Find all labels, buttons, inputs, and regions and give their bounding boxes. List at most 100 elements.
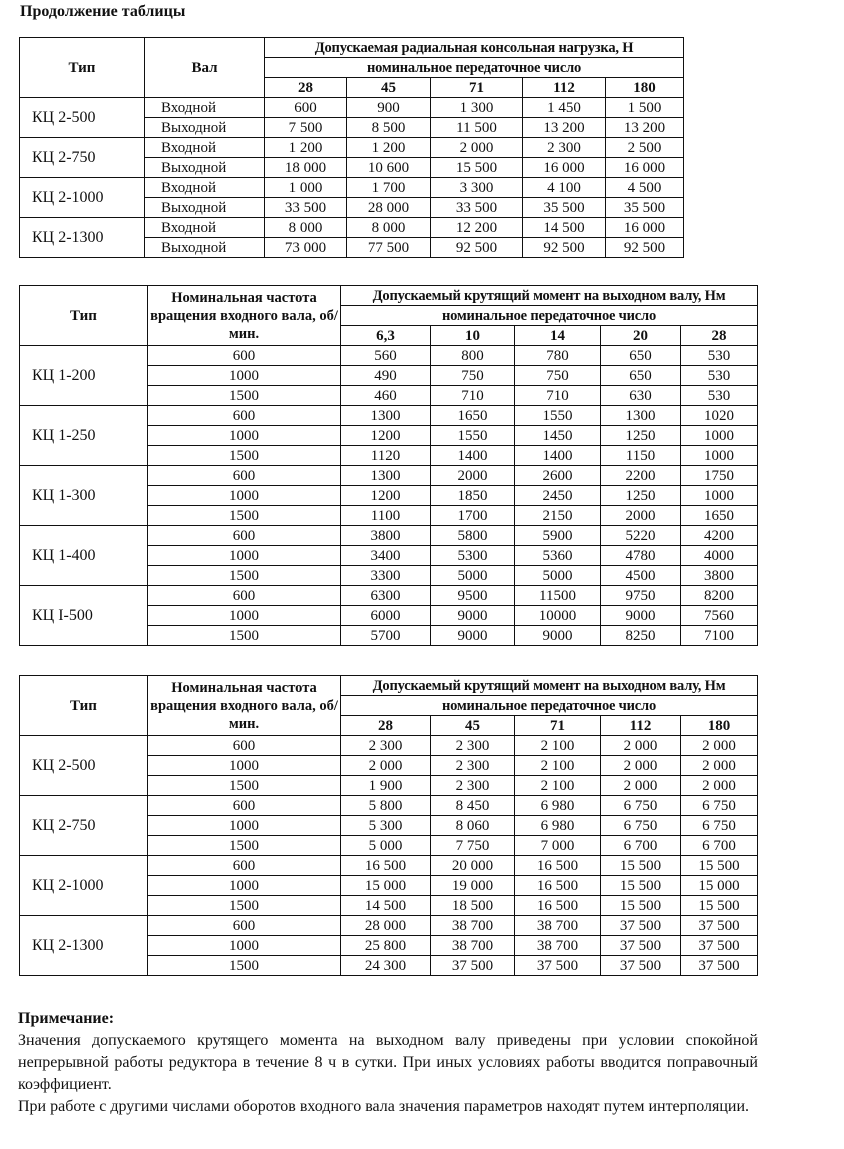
- ratio-header: 28: [264, 77, 347, 98]
- value-cell: 33 500: [430, 197, 523, 218]
- speed-cell: 1500: [147, 385, 341, 406]
- ratio-header: 112: [600, 715, 681, 736]
- value-cell: 650: [600, 365, 681, 386]
- value-cell: 1300: [340, 465, 431, 486]
- value-cell: 1250: [600, 425, 681, 446]
- value-cell: 16 500: [514, 855, 601, 876]
- speed-cell: 1000: [147, 365, 341, 386]
- speed-cell: 1000: [147, 875, 341, 896]
- speed-cell: 1500: [147, 565, 341, 586]
- value-cell: 3800: [340, 525, 431, 546]
- table-row: 1500 14 500 18 500 16 500 15 500 15 500: [20, 895, 758, 916]
- speed-cell: 600: [147, 915, 341, 936]
- table-row: Выходной 18 000 10 600 15 500 16 000 16 000: [20, 157, 685, 178]
- value-cell: 1000: [680, 485, 758, 506]
- value-cell: 15 000: [340, 875, 431, 896]
- value-cell: 530: [680, 385, 758, 406]
- value-cell: 3 300: [430, 177, 523, 198]
- value-cell: 18 000: [264, 157, 347, 178]
- value-cell: 6 750: [680, 795, 758, 816]
- value-cell: 9000: [514, 625, 601, 646]
- value-cell: 1200: [340, 425, 431, 446]
- speed-cell: 1500: [147, 835, 341, 856]
- value-cell: 2 300: [340, 735, 431, 756]
- note-paragraph: Значения допускаемого крутящего момента …: [18, 1032, 758, 1093]
- table-row: 1000 5 300 8 060 6 980 6 750 6 750: [20, 815, 758, 836]
- speed-cell: 1000: [147, 425, 341, 446]
- value-cell: 530: [680, 365, 758, 386]
- type-cell: КЦ 2-500: [19, 97, 145, 138]
- value-cell: 1650: [680, 505, 758, 526]
- value-cell: 37 500: [680, 955, 758, 976]
- value-cell: 37 500: [680, 935, 758, 956]
- value-cell: 11500: [514, 585, 601, 606]
- ratio-header: 10: [430, 325, 515, 346]
- value-cell: 16 500: [514, 895, 601, 916]
- value-cell: 1400: [514, 445, 601, 466]
- value-cell: 800: [430, 345, 515, 366]
- note-paragraph: При работе с другими числами оборотов вх…: [18, 1098, 750, 1115]
- value-cell: 2 500: [604, 137, 685, 158]
- ratio-header: 45: [346, 77, 431, 98]
- value-cell: 4 500: [604, 177, 685, 198]
- value-cell: 2 300: [430, 775, 515, 796]
- value-cell: 16 000: [604, 217, 685, 238]
- value-cell: 37 500: [680, 915, 758, 936]
- value-cell: 1550: [514, 405, 601, 426]
- value-cell: 20 000: [430, 855, 515, 876]
- value-cell: 1000: [680, 445, 758, 466]
- speed-cell: 1500: [147, 955, 341, 976]
- speed-cell: 1500: [147, 895, 341, 916]
- value-cell: 15 500: [430, 157, 523, 178]
- col-type-header: Тип: [19, 285, 148, 346]
- radial-load-table: Тип Вал Допускаемая радиальная консольна…: [19, 37, 685, 258]
- value-cell: 1 000: [264, 177, 347, 198]
- value-cell: 38 700: [430, 935, 515, 956]
- shaft-cell: Входной: [144, 97, 265, 118]
- table-row: КЦ 2-500 600 2 300 2 300 2 100 2 000 2 000: [19, 735, 758, 796]
- shaft-cell: Входной: [144, 217, 265, 238]
- table-row: Выходной 7 500 8 500 11 500 13 200 13 200: [20, 117, 685, 138]
- value-cell: 2 000: [680, 755, 758, 776]
- table-row: КЦ 2-1000 Входной 1 000 1 700 3 300 4 100 4 50…: [19, 177, 685, 218]
- value-cell: 14 500: [340, 895, 431, 916]
- value-cell: 2 000: [680, 775, 758, 796]
- value-cell: 9000: [430, 625, 515, 646]
- value-cell: 16 500: [514, 875, 601, 896]
- value-cell: 5800: [430, 525, 515, 546]
- shaft-cell: Выходной: [144, 237, 265, 258]
- value-cell: 5 800: [340, 795, 431, 816]
- table-row: 1500 5700 9000 9000 8250 7100: [20, 625, 758, 646]
- table-row: КЦ 2-1000 600 16 500 20 000 16 500 15 500 15 5…: [19, 855, 758, 916]
- type-cell: КЦ 2-500: [19, 735, 148, 796]
- value-cell: 1120: [340, 445, 431, 466]
- value-cell: 15 500: [600, 855, 681, 876]
- ratio-header: 28: [680, 325, 758, 346]
- speed-cell: 600: [147, 795, 341, 816]
- ratio-header: 20: [600, 325, 681, 346]
- value-cell: 28 000: [346, 197, 431, 218]
- value-cell: 5000: [430, 565, 515, 586]
- speed-cell: 1000: [147, 935, 341, 956]
- value-cell: 8 000: [346, 217, 431, 238]
- col-speed-header: Номинальная частота вращения входного ва…: [147, 285, 341, 346]
- value-cell: 6 750: [600, 815, 681, 836]
- value-cell: 5360: [514, 545, 601, 566]
- value-cell: 2 300: [522, 137, 606, 158]
- value-cell: 2 100: [514, 755, 601, 776]
- value-cell: 92 500: [522, 237, 606, 258]
- value-cell: 1 500: [604, 97, 685, 118]
- table-row: КЦ 1-250 600 1300 1650 1550 1300 1020: [19, 405, 758, 466]
- speed-cell: 600: [147, 855, 341, 876]
- type-cell: КЦ 2-1300: [19, 915, 148, 976]
- table-row: КЦ 2-500 Входной 600 900 1 300 1 450 1 500: [19, 97, 685, 138]
- type-cell: КЦ 2-1000: [19, 177, 145, 218]
- value-cell: 8200: [680, 585, 758, 606]
- table-row: КЦ I-500 600 6300 9500 11500 9750 8200: [19, 585, 758, 646]
- shaft-cell: Выходной: [144, 197, 265, 218]
- value-cell: 77 500: [346, 237, 431, 258]
- value-cell: 5700: [340, 625, 431, 646]
- speed-cell: 1000: [147, 815, 341, 836]
- value-cell: 92 500: [430, 237, 523, 258]
- value-cell: 710: [430, 385, 515, 406]
